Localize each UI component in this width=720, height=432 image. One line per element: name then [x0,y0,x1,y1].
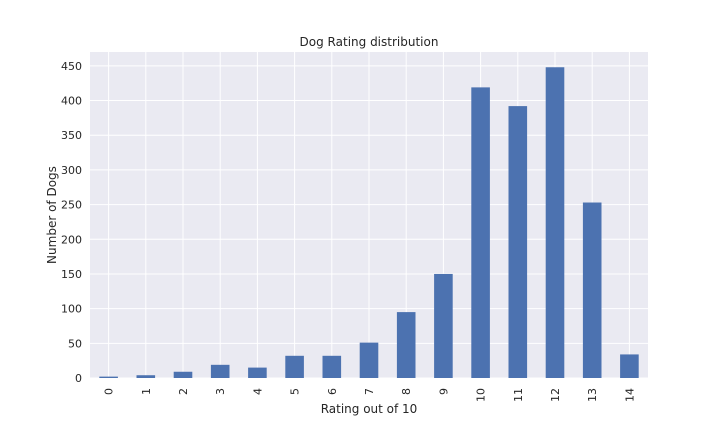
x-tick-labels: 0 1 2 3 4 5 6 7 8 9 10 11 12 13 14 [103,388,637,402]
bar-4 [248,367,267,378]
bar-2 [173,371,193,378]
y-tick-label: 200 [61,233,82,246]
y-tick-label: 250 [61,199,82,212]
bar-7 [359,342,379,378]
x-tick-label: 13 [586,388,599,402]
x-tick-label: 14 [623,388,636,402]
bar-1 [136,375,156,378]
bar-12 [545,67,565,378]
x-tick-label: 8 [400,388,413,395]
bar-11 [508,106,528,379]
x-axis-label: Rating out of 10 [321,402,418,416]
y-tick-label: 400 [61,95,82,108]
x-tick-label: 9 [437,388,450,395]
bar-3 [210,364,230,378]
y-tick-label: 50 [68,337,82,350]
x-tick-label: 7 [363,388,376,395]
y-tick-label: 150 [61,268,82,281]
bar-0 [99,376,118,378]
y-tick-label: 450 [61,60,82,73]
bar-9 [434,273,453,378]
x-tick-label: 6 [326,388,339,395]
x-tick-label: 3 [214,388,227,395]
bar-8 [396,312,416,378]
x-tick-label: 11 [512,388,525,402]
bars [99,67,639,379]
chart-title: Dog Rating distribution [300,35,439,49]
y-tick-label: 350 [61,129,82,142]
x-tick-label: 10 [475,388,488,402]
y-tick-label: 300 [61,164,82,177]
x-tick-label: 5 [289,388,302,395]
bar-6 [322,355,342,378]
bar-14 [620,354,639,378]
x-tick-label: 4 [251,388,264,395]
bar-13 [582,202,602,378]
x-tick-label: 2 [177,388,190,395]
y-tick-label: 100 [61,303,82,316]
x-tick-label: 0 [103,388,116,395]
y-tick-labels: 0 50 100 150 200 250 300 350 400 450 [61,60,82,385]
bar-5 [285,355,304,378]
y-axis-label: Number of Dogs [45,166,59,264]
x-tick-label: 12 [549,388,562,402]
bar-10 [471,87,490,379]
y-tick-label: 0 [75,372,82,385]
x-tick-label: 1 [140,388,153,395]
